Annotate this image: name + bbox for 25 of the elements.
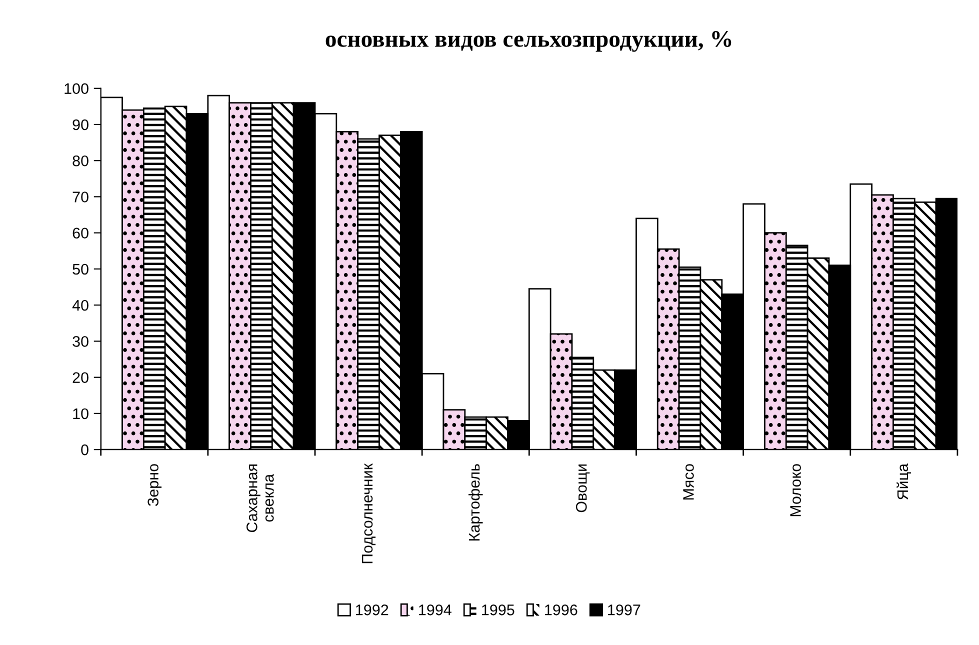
y-tick-label: 70 [72,192,88,202]
x-tick-label: Овощи [576,464,590,512]
y-tick-label: 20 [72,372,88,384]
legend-label: 1997 [608,604,640,616]
legend-label: 1992 [356,604,388,616]
chart-title: основных видов сельхозпродукции, % [326,30,732,52]
legend-label: 1994 [419,604,452,616]
x-tick-label: Картофель [468,464,483,540]
y-tick-label: 80 [72,155,88,166]
x-tick-label: Зерно [148,464,162,506]
x-tick-label: Яйца [896,463,911,500]
x-tick-label: Сахарная свекла [246,464,274,532]
y-tick-label: 40 [72,300,88,311]
y-tick-label: 0 [81,444,88,456]
y-tick-label: 10 [73,408,88,420]
y-tick-label: 60 [72,228,88,239]
x-tick-label: Молоко [790,464,801,516]
x-tick-label: Мясо [683,464,694,500]
legend-label: 1996 [545,604,578,616]
y-tick-label: 100 [64,83,88,94]
x-tick-label: Подсолнечник [362,463,376,564]
legend-label: 1995 [482,604,514,616]
y-tick-label: 90 [72,119,88,130]
y-tick-label: 50 [72,264,88,275]
y-tick-label: 30 [72,336,88,347]
